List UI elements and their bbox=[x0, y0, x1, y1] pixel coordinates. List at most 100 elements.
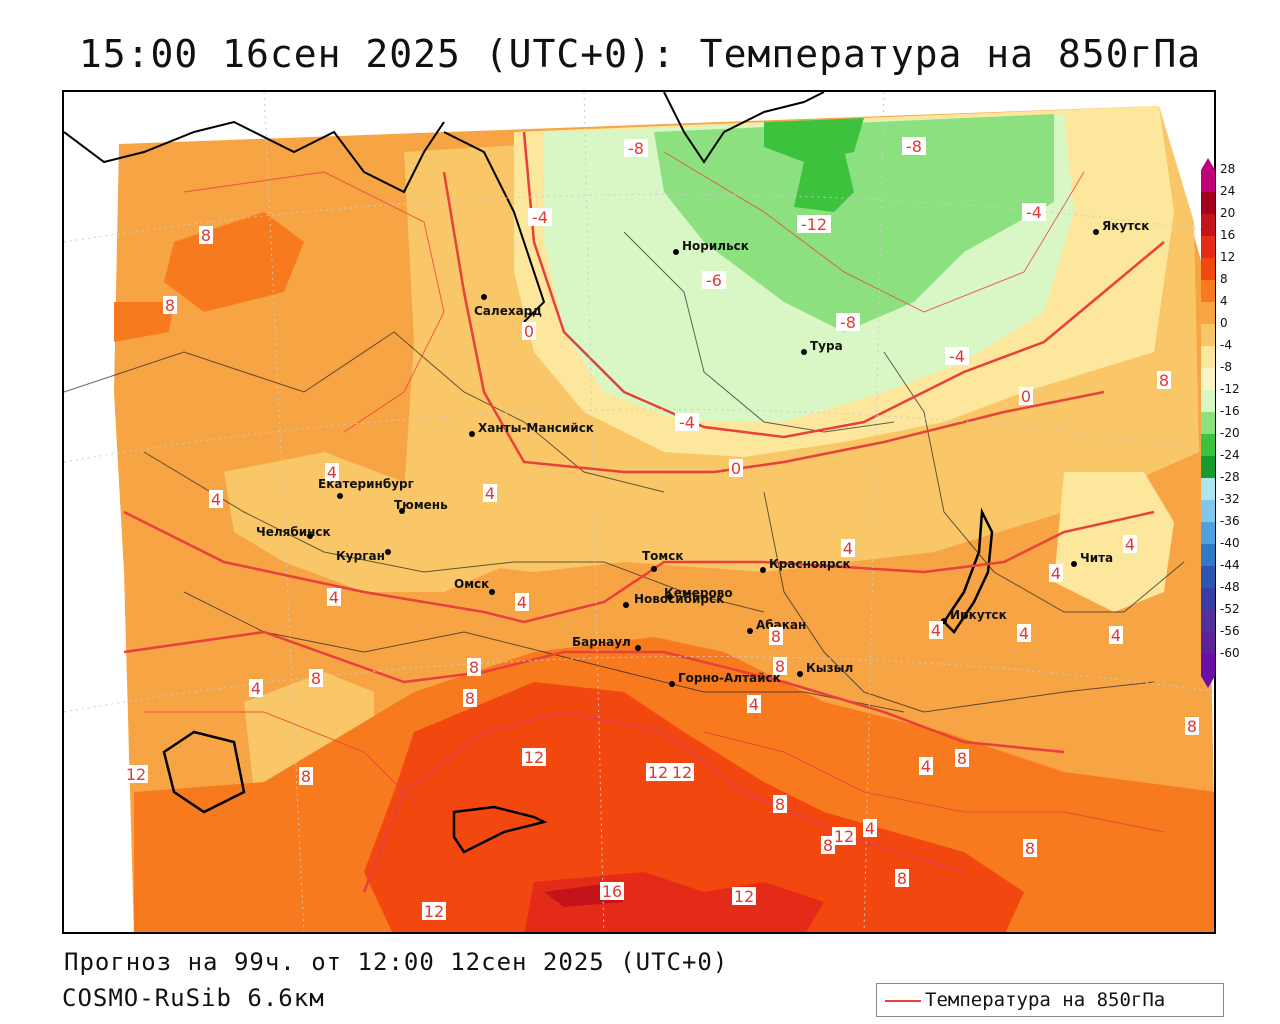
city-dot bbox=[669, 681, 675, 687]
isotherm-label: -8 bbox=[902, 137, 926, 156]
svg-text:12: 12 bbox=[424, 902, 444, 921]
colorbar-tick-label: -44 bbox=[1220, 558, 1240, 572]
city-dot bbox=[623, 602, 629, 608]
colorbar-tick-label: -4 bbox=[1220, 338, 1232, 352]
isotherm-label: 12 bbox=[422, 902, 446, 921]
temperature-map: Якутск Норильск Салехард Тура Ханты-Мансийск… bbox=[64, 92, 1214, 932]
colorbar-swatch bbox=[1201, 478, 1215, 501]
svg-text:-8: -8 bbox=[628, 139, 644, 158]
isotherm-label: 8 bbox=[1185, 717, 1199, 736]
isotherm-label: 0 bbox=[1019, 387, 1033, 406]
colorbar-tick-label: -20 bbox=[1220, 426, 1240, 440]
colorbar-tick-label: -16 bbox=[1220, 404, 1240, 418]
isotherm-label: 8 bbox=[769, 627, 783, 646]
map-panel: Якутск Норильск Салехард Тура Ханты-Мансийск… bbox=[62, 90, 1216, 934]
isotherm-label: 4 bbox=[249, 679, 263, 698]
svg-text:8: 8 bbox=[775, 657, 785, 676]
city-dot bbox=[667, 594, 673, 600]
isotherm-label: -4 bbox=[945, 347, 969, 366]
isotherm-label: 12 bbox=[832, 827, 856, 846]
colorbar-tick-label: -60 bbox=[1220, 646, 1240, 660]
svg-text:8: 8 bbox=[823, 836, 833, 855]
colorbar-tick-label: -52 bbox=[1220, 602, 1240, 616]
isotherm-label: 8 bbox=[1157, 371, 1171, 390]
city-dot bbox=[399, 508, 405, 514]
city-dot bbox=[489, 589, 495, 595]
colorbar-tick-label: 28 bbox=[1220, 162, 1236, 176]
isotherm-label: 12 bbox=[522, 748, 546, 767]
svg-text:8: 8 bbox=[775, 795, 785, 814]
isotherm-label: 8 bbox=[773, 657, 787, 676]
isotherm-label: 4 bbox=[483, 484, 497, 503]
colorbar-tick-label: 0 bbox=[1220, 316, 1228, 330]
svg-text:8: 8 bbox=[1159, 371, 1169, 390]
isotherm-label: 8 bbox=[463, 689, 477, 708]
svg-text:8: 8 bbox=[771, 627, 781, 646]
colorbar-tick-label: -12 bbox=[1220, 382, 1240, 396]
svg-text:4: 4 bbox=[1019, 624, 1029, 643]
zone-12-16 bbox=[364, 682, 1024, 932]
colorbar-swatch bbox=[1201, 258, 1215, 281]
city-label: Кызыл bbox=[806, 661, 853, 675]
isotherm-label: 4 bbox=[747, 695, 761, 714]
isotherm-label: -4 bbox=[675, 413, 699, 432]
city-dot bbox=[673, 249, 679, 255]
svg-text:8: 8 bbox=[469, 658, 479, 677]
isotherm-label: 8 bbox=[773, 795, 787, 814]
isotherm-label: -8 bbox=[836, 313, 860, 332]
colorbar-tick-label: -32 bbox=[1220, 492, 1240, 506]
city-label: Кемерово bbox=[664, 586, 733, 600]
svg-text:4: 4 bbox=[251, 679, 261, 698]
colorbar-overflow-bottom bbox=[1201, 676, 1215, 688]
city-label: Барнаул bbox=[572, 635, 631, 649]
svg-text:4: 4 bbox=[921, 757, 931, 776]
svg-text:-8: -8 bbox=[840, 313, 856, 332]
svg-text:-4: -4 bbox=[949, 347, 965, 366]
isotherm-label: -6 bbox=[702, 271, 726, 290]
city-dot bbox=[1093, 229, 1099, 235]
isotherm-label: 4 bbox=[209, 490, 223, 509]
svg-text:12: 12 bbox=[648, 763, 668, 782]
svg-text:-6: -6 bbox=[706, 271, 722, 290]
isotherm-label: 4 bbox=[841, 539, 855, 558]
svg-text:8: 8 bbox=[1025, 839, 1035, 858]
isotherm-label: 8 bbox=[309, 669, 323, 688]
colorbar-swatch bbox=[1201, 280, 1215, 303]
colorbar-swatch bbox=[1201, 302, 1215, 325]
svg-text:4: 4 bbox=[931, 621, 941, 640]
city-dot bbox=[307, 533, 313, 539]
svg-text:16: 16 bbox=[602, 882, 622, 901]
isotherm-label: 8 bbox=[821, 836, 835, 855]
isotherm-label: 8 bbox=[895, 869, 909, 888]
city-dot bbox=[651, 566, 657, 572]
colorbar-swatch bbox=[1201, 368, 1215, 391]
city-dot bbox=[801, 349, 807, 355]
svg-text:4: 4 bbox=[329, 588, 339, 607]
isotherm-label: -12 bbox=[797, 215, 831, 234]
colorbar-tick-label: 4 bbox=[1220, 294, 1228, 308]
map-title: 15:00 16сен 2025 (UTC+0): Температура на… bbox=[78, 32, 1202, 76]
svg-text:-12: -12 bbox=[801, 215, 827, 234]
isotherm-label: 8 bbox=[955, 749, 969, 768]
svg-text:4: 4 bbox=[485, 484, 495, 503]
isotherm-label: 8 bbox=[163, 296, 177, 315]
colorbar-tick-label: -36 bbox=[1220, 514, 1240, 528]
city-dot bbox=[337, 493, 343, 499]
colorbar-swatch bbox=[1201, 390, 1215, 413]
city-dot bbox=[481, 294, 487, 300]
city-label: Красноярск bbox=[769, 557, 851, 571]
colorbar-swatch bbox=[1201, 522, 1215, 545]
colorbar-tick-label: -40 bbox=[1220, 536, 1240, 550]
city-label: Тюмень bbox=[394, 498, 448, 512]
city-label: Горно-Алтайск bbox=[678, 671, 781, 685]
svg-text:-8: -8 bbox=[906, 137, 922, 156]
isotherm-label: 12 bbox=[646, 763, 670, 782]
svg-text:8: 8 bbox=[897, 869, 907, 888]
svg-text:12: 12 bbox=[834, 827, 854, 846]
map-legend: Температура на 850гПа bbox=[876, 983, 1224, 1017]
colorbar-tick-label: -24 bbox=[1220, 448, 1240, 462]
colorbar-tick-label: 8 bbox=[1220, 272, 1228, 286]
isotherm-label: 4 bbox=[515, 593, 529, 612]
colorbar-swatch bbox=[1201, 566, 1215, 589]
